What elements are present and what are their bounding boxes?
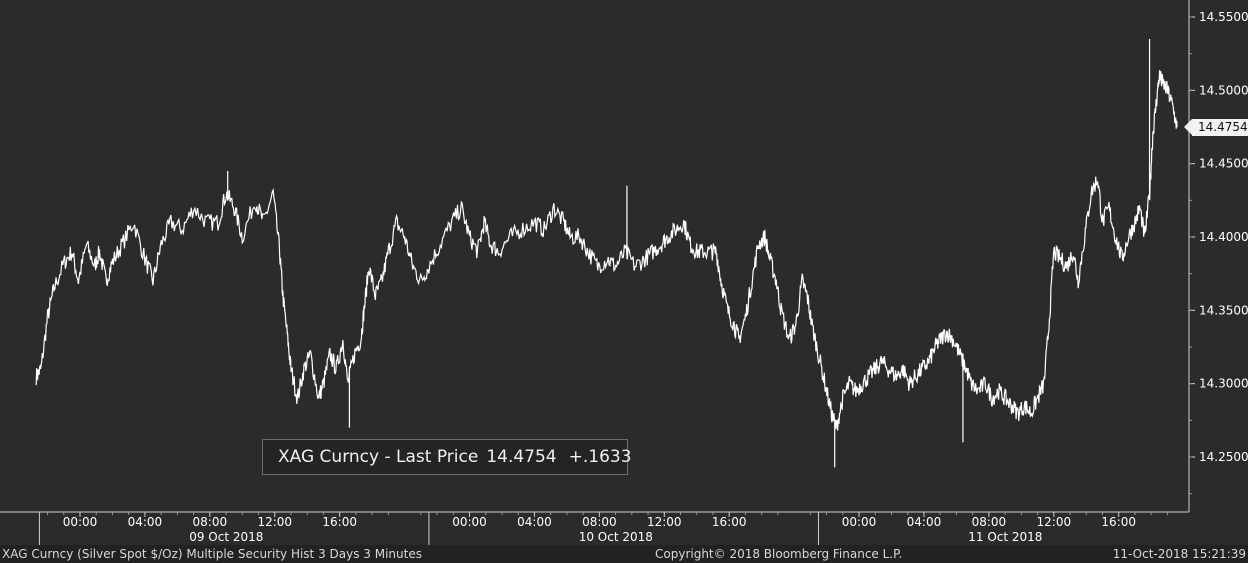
y-tick-label: 14.5500 — [1199, 10, 1248, 24]
x-tick-label: 00:00 — [842, 515, 877, 529]
x-date-label: 10 Oct 2018 — [579, 530, 653, 544]
x-tick-label: 04:00 — [907, 515, 942, 529]
legend-change: +.1633 — [568, 447, 632, 467]
y-axis: 14.5500 14.5000 14.4500 14.4000 14.3500 14.30… — [1188, 0, 1248, 512]
y-tick-label: 14.4500 — [1199, 157, 1248, 171]
footer-timestamp: 11-Oct-2018 15:21:39 — [1112, 547, 1246, 561]
x-tick-label: 00:00 — [452, 515, 487, 529]
x-tick-label: 12:00 — [257, 515, 292, 529]
y-tick-label: 14.2500 — [1199, 450, 1248, 464]
x-date-label: 09 Oct 2018 — [189, 530, 263, 544]
y-tick-label: 14.3500 — [1199, 303, 1248, 317]
x-tick-label: 04:00 — [128, 515, 163, 529]
price-chart: 14.5500 14.5000 14.4500 14.4000 14.3500 14.30… — [0, 0, 1248, 545]
y-tick-label: 14.3000 — [1199, 377, 1248, 391]
y-tick-label: 14.4000 — [1199, 230, 1248, 244]
x-tick-label: 00:00 — [63, 515, 98, 529]
footer-copyright: Copyright© 2018 Bloomberg Finance L.P. — [655, 547, 903, 561]
x-tick-label: 12:00 — [647, 515, 682, 529]
x-tick-label: 08:00 — [193, 515, 228, 529]
x-tick-label: 08:00 — [582, 515, 617, 529]
series-line — [35, 70, 1178, 431]
legend-series-name: XAG Curncy - Last Price — [278, 447, 479, 467]
y-tick-label: 14.5000 — [1199, 83, 1248, 97]
x-tick-label: 04:00 — [517, 515, 552, 529]
footer-description: XAG Curncy (Silver Spot $/Oz) Multiple S… — [2, 547, 422, 561]
x-axis: 00:00 04:00 08:00 12:00 16:00 00:00 04:00 08:00… — [0, 511, 1189, 545]
legend: XAG Curncy - Last Price 14.4754 +.1633 — [262, 439, 632, 475]
footer-bar: XAG Curncy (Silver Spot $/Oz) Multiple S… — [0, 545, 1248, 563]
x-tick-label: 08:00 — [972, 515, 1007, 529]
x-date-label: 11 Oct 2018 — [968, 530, 1042, 544]
legend-value: 14.4754 — [486, 447, 557, 467]
last-price-flag: 14.4754 — [1184, 119, 1248, 136]
x-tick-label: 12:00 — [1037, 515, 1072, 529]
price-series — [35, 39, 1178, 468]
x-tick-label: 16:00 — [322, 515, 357, 529]
x-tick-label: 16:00 — [1101, 515, 1136, 529]
x-tick-label: 16:00 — [712, 515, 747, 529]
